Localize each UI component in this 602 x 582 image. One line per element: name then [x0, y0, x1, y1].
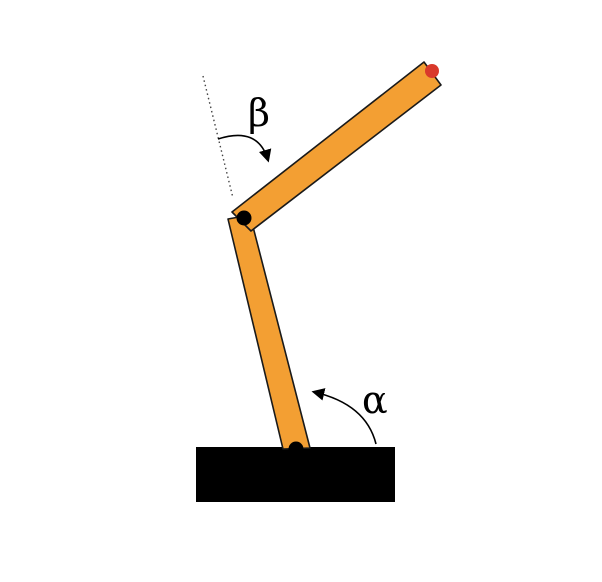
end-effector	[425, 64, 439, 78]
alpha-angle-arrow	[311, 388, 377, 445]
upper-link	[231, 61, 442, 232]
elbow-joint	[236, 210, 252, 226]
alpha-label: α	[362, 378, 388, 422]
lower-link	[227, 214, 311, 450]
base-joint	[288, 441, 304, 457]
beta-angle-arrow	[217, 134, 272, 163]
beta-label: β	[248, 91, 270, 135]
beta-reference-line	[202, 75, 234, 199]
